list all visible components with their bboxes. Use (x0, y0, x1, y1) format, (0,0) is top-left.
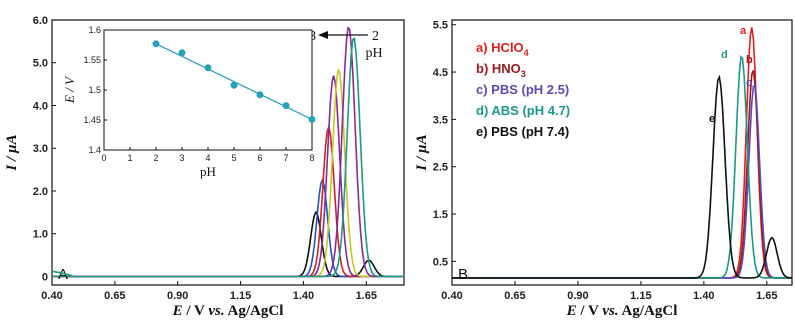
x-tick-label: 0.40 (41, 290, 62, 302)
y-tick-label: 2.0 (33, 186, 48, 198)
plot-frame (51, 19, 405, 286)
inset-x-tick-label: 3 (179, 153, 184, 163)
annotation-right: 2 (372, 29, 379, 44)
legend-entry: c) PBS (pH 2.5) (476, 82, 569, 97)
y-tick-label: 2.5 (433, 162, 448, 174)
peak-label-d: d (721, 49, 728, 61)
series-curve-6 (52, 37, 404, 278)
x-tick-label: 0.90 (567, 290, 588, 302)
inset-chart: 0 1 2 3 4 5 6 7 8 1.4 1.45 1.5 1.55 1.6 pH E / V (62, 25, 316, 179)
inset-point (178, 49, 186, 57)
inset-point (204, 64, 212, 72)
inset-x-tick-label: 2 (153, 153, 158, 163)
inset-x-title: pH (200, 164, 216, 179)
inset-x-tick-label: 1 (127, 153, 132, 163)
x-tick-label: 0.65 (504, 290, 525, 302)
panel-label: A (58, 266, 68, 283)
inset-x-tick-label: 7 (283, 153, 288, 163)
legend-entry: b) HNO3 (476, 61, 526, 79)
x-axis-title: E / V vs. Ag/AgCl (566, 303, 678, 319)
y-axis-title: I / µA (4, 134, 20, 171)
x-tick-label: 1.15 (630, 290, 651, 302)
peak-label-a: a (740, 25, 747, 37)
x-tick-label: 1.65 (356, 290, 377, 302)
y-tick-label: 4.5 (433, 67, 448, 79)
plot-frame (451, 19, 793, 286)
y-tick-label: 6.0 (33, 15, 48, 27)
inset-y-tick-label: 1.55 (83, 55, 101, 65)
inset-y-tick-label: 1.5 (88, 85, 101, 95)
y-tick-label: 1.5 (433, 209, 448, 221)
peak-label-c: c (746, 77, 752, 89)
y-tick-label: 1.0 (33, 229, 48, 241)
x-tick-label: 0.90 (167, 290, 188, 302)
inset-point (230, 81, 238, 89)
legend-entry: e) PBS (pH 7.4) (476, 124, 569, 139)
peak-label-e: e (709, 113, 715, 125)
x-tick-label: 0.65 (104, 290, 125, 302)
y-tick-label: 0.5 (433, 256, 448, 268)
legend-entry: a) HClO4 (476, 40, 529, 58)
panel-label: B (458, 266, 468, 283)
y-tick-label: 5.5 (433, 20, 448, 32)
inset-frame (103, 29, 313, 151)
inset-y-tick-label: 1.6 (88, 25, 101, 35)
inset-x-tick-label: 8 (309, 153, 314, 163)
x-axis-title: E / V vs. Ag/AgCl (172, 303, 284, 319)
x-tick-label: 0.40 (441, 290, 462, 302)
inset-point (282, 102, 290, 110)
series-curve-1 (52, 178, 404, 278)
inset-x-tick-label: 4 (205, 153, 210, 163)
series-curve-0 (52, 210, 404, 278)
y-tick-label: 4.0 (33, 100, 48, 112)
inset-x-tick-label: 6 (257, 153, 262, 163)
inset-y-title: E / V (62, 75, 77, 104)
inset-point (256, 91, 264, 99)
inset-point (152, 40, 160, 48)
y-tick-label: 5.0 (33, 58, 48, 70)
inset-y-tick-label: 1.45 (83, 115, 101, 125)
inset-point (308, 115, 316, 123)
y-tick-label: 3.5 (433, 114, 448, 126)
baseline-noise (51, 270, 73, 277)
series-curve-e (452, 74, 793, 279)
x-tick-label: 1.15 (230, 290, 251, 302)
annotation-arrow-head (318, 31, 328, 39)
inset-x-tick-label: 0 (101, 153, 106, 163)
annotation-unit: pH (365, 46, 382, 61)
panel-b-chart: 0.40 0.65 0.90 1.15 1.40 1.65 0.5 1.5 2.5 3.5 4.5 5… (414, 19, 793, 319)
inset-x-tick-label: 5 (231, 153, 236, 163)
y-tick-label: 3.0 (33, 143, 48, 155)
x-tick-label: 1.65 (756, 290, 777, 302)
legend-entry: d) ABS (pH 4.7) (476, 103, 570, 118)
y-axis-title: I / µA (414, 134, 430, 171)
panel-a-chart: 0.40 0.65 0.90 1.15 1.40 1.6501.02.03.04.05.0… (4, 15, 405, 319)
inset-y-tick-label: 1.4 (88, 145, 101, 155)
peak-label-b: b (746, 54, 753, 66)
x-tick-label: 1.40 (293, 290, 314, 302)
y-tick-label: 0 (42, 271, 48, 283)
x-tick-label: 1.40 (693, 290, 714, 302)
